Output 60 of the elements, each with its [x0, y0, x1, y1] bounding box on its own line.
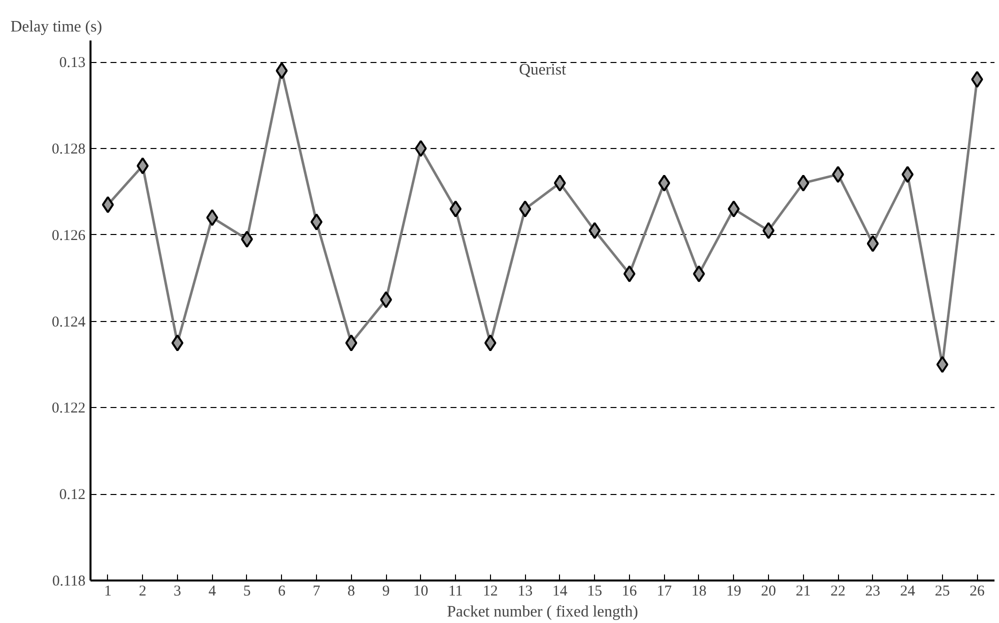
point — [380, 291, 392, 308]
x-tick-label: 7 — [312, 584, 321, 600]
point — [832, 166, 844, 183]
y-axis-title: Delay time (s) — [10, 18, 102, 36]
point — [171, 334, 184, 352]
x-tick-label: 14 — [552, 584, 568, 600]
y-tick-label: 0.126 — [52, 228, 86, 244]
point — [658, 174, 670, 192]
point — [866, 235, 879, 252]
point — [902, 166, 914, 183]
x-tick-label: 22 — [830, 584, 846, 600]
x-tick-label: 9 — [382, 584, 390, 600]
point — [206, 209, 218, 226]
point — [728, 200, 740, 218]
y-tick-label: 0.128 — [52, 142, 86, 158]
point — [971, 70, 984, 88]
x-tick-label: 5 — [243, 584, 251, 600]
point — [797, 174, 810, 192]
point — [414, 140, 427, 157]
x-tick-label: 8 — [348, 584, 356, 600]
point — [936, 356, 948, 373]
y-tick-label: 0.12 — [59, 487, 86, 504]
x-tick-label: 15 — [587, 584, 602, 600]
x-tick-label: 2 — [138, 584, 146, 600]
x-tick-label: 20 — [761, 584, 776, 600]
point — [588, 222, 601, 240]
x-tick-label: 23 — [865, 584, 880, 600]
point — [240, 230, 253, 248]
point — [692, 265, 705, 282]
x-tick-label: 16 — [622, 584, 638, 600]
x-tick-label: 12 — [482, 584, 498, 600]
x-tick-label: 13 — [518, 584, 533, 600]
annotation: Querist — [518, 61, 567, 78]
x-tick-label: 21 — [796, 584, 811, 600]
x-tick-label: 4 — [208, 584, 216, 600]
x-axis-title: Packet number ( fixed length) — [446, 604, 638, 620]
x-tick-label: 1 — [104, 584, 112, 600]
x-tick-label: 11 — [448, 584, 463, 600]
x-tick-label: 25 — [934, 584, 950, 600]
y-tick-label: 0.118 — [52, 574, 86, 590]
x-tick-label: 26 — [970, 584, 986, 600]
x-tick-label: 17 — [656, 584, 672, 600]
point — [519, 200, 532, 218]
y-tick-label: 0.122 — [52, 400, 86, 417]
point — [450, 200, 462, 218]
point — [102, 196, 114, 214]
point — [345, 334, 358, 352]
y-tick-label: 0.124 — [52, 314, 86, 330]
y-tick-label: 0.13 — [59, 55, 86, 72]
point — [276, 62, 288, 80]
x-tick-label: 10 — [413, 584, 428, 600]
x-tick-label: 19 — [726, 584, 742, 600]
x-tick-label: 24 — [900, 584, 916, 600]
point — [484, 334, 496, 352]
x-tick-label: 18 — [691, 584, 706, 600]
point — [554, 174, 566, 192]
point — [136, 157, 149, 174]
x-tick-label: 3 — [174, 584, 182, 600]
x-tick-label: 6 — [278, 584, 286, 600]
point — [623, 265, 636, 282]
